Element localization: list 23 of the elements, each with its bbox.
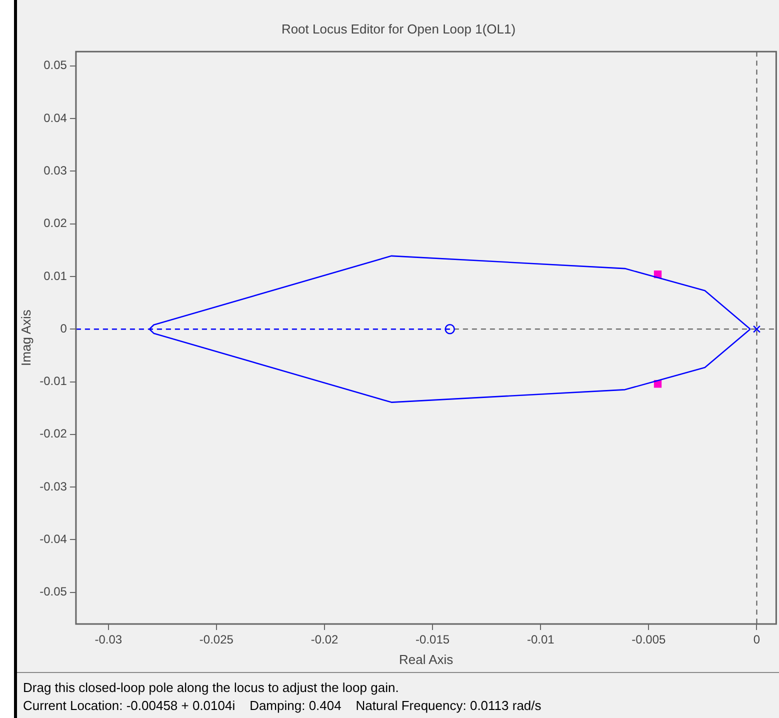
text: Current Location: -0.00458 + 0.0104i Damping: 0.404 Natural Frequency: 0.0113 rad/s <box>23 697 542 715</box>
y-axis-title: Imag Axis <box>18 309 34 366</box>
x-tick-label: -0.015 <box>416 632 450 647</box>
x-tick-label: -0.005 <box>632 632 666 647</box>
y-tick-label: 0.03 <box>44 163 68 178</box>
y-tick-label: -0.05 <box>40 584 68 599</box>
y-tick-label: 0.05 <box>44 58 68 72</box>
y-tick-label: 0.02 <box>44 216 68 230</box>
x-axis-title: Real Axis <box>398 652 454 667</box>
x-tick-label: 0 <box>753 632 760 647</box>
text: Drag this closed-loop pole along the locus to adjust the loop gain. <box>23 679 400 697</box>
x-tick-label: -0.03 <box>94 632 122 647</box>
y-tick-label: -0.03 <box>40 479 68 494</box>
x-tick-label: -0.02 <box>310 632 338 647</box>
y-tick-label: 0.01 <box>44 268 68 283</box>
y-tick-label: -0.04 <box>40 532 68 546</box>
x-tick-label: -0.01 <box>526 632 555 647</box>
x-tick-label: -0.025 <box>199 632 234 647</box>
y-tick-label: 0 <box>60 321 68 336</box>
y-tick-label: 0.04 <box>44 110 68 125</box>
y-tick-label: -0.02 <box>40 426 68 441</box>
chart-title: Root Locus Editor for Open Loop 1(OL1) <box>281 21 516 36</box>
y-tick-label: -0.01 <box>40 374 68 388</box>
